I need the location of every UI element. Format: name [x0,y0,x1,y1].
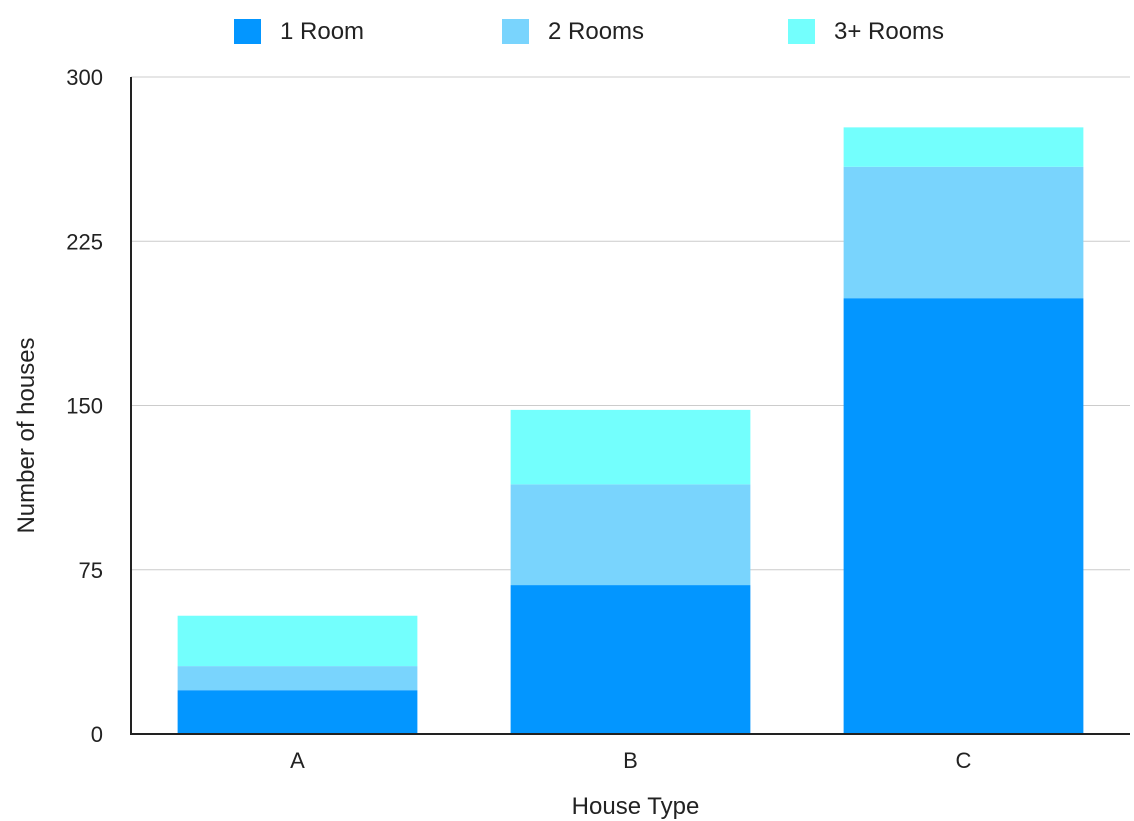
x-tick-label: C [956,748,972,773]
bar-segment-b-3 [510,409,751,485]
x-tick-label: A [290,748,305,773]
legend-item-1: 1 Room [234,18,364,45]
legend-swatch [788,19,815,44]
bar-segment-c-1 [843,298,1084,734]
x-tick-label: B [623,748,638,773]
x-axis-ticks: A B C [290,748,971,773]
legend-swatch [502,19,529,44]
bar-segment-b-1 [510,585,751,734]
legend-swatch [234,19,261,44]
legend-item-2: 2 Rooms [502,18,644,45]
y-tick-label: 225 [66,229,103,254]
legend-item-3: 3+ Rooms [788,18,944,45]
legend-label: 3+ Rooms [834,18,944,45]
bar-segment-a-3 [177,615,418,667]
legend: 1 Room 2 Rooms 3+ Rooms [234,18,944,45]
bar-segment-c-2 [843,166,1084,299]
y-tick-label: 150 [66,394,103,419]
y-tick-label: 75 [79,558,103,583]
bar-segment-b-2 [510,484,751,586]
bar-segment-c-3 [843,127,1084,167]
legend-label: 2 Rooms [548,18,644,45]
bar-segment-a-2 [177,666,418,691]
y-axis-ticks: 0 75 150 225 300 [66,65,103,747]
bar-segment-a-1 [177,690,418,734]
bars [177,127,1084,734]
y-axis-title: Number of houses [13,337,40,533]
y-tick-label: 300 [66,65,103,90]
y-tick-label: 0 [91,722,103,747]
legend-label: 1 Room [280,18,364,45]
x-axis-title: House Type [572,793,700,820]
